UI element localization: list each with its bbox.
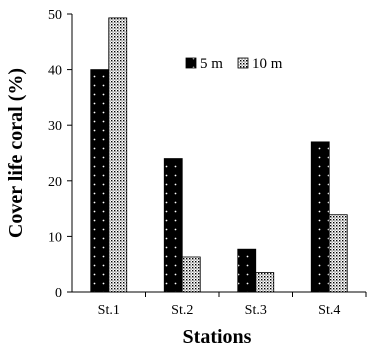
legend-label: 10 m [252, 56, 283, 72]
y-tick-label: 30 [48, 119, 62, 134]
y-axis-title: Cover life coral (%) [5, 68, 27, 238]
x-tick-label: St.3 [245, 303, 267, 318]
bar-10m-St.2 [181, 256, 201, 293]
x-tick-label: St.1 [98, 303, 120, 318]
bar-5m-St.4 [310, 141, 330, 293]
y-tick-label: 40 [48, 64, 62, 79]
bar-10m-St.3 [255, 272, 275, 293]
bar-5m-St.1 [90, 69, 110, 293]
legend-swatch [237, 57, 249, 69]
bar-10m-St.1 [108, 17, 128, 293]
legend: 5 m 10 m [185, 56, 283, 72]
bar-10m-St.4 [328, 214, 348, 293]
bars [90, 17, 348, 293]
bar-5m-St.3 [237, 248, 257, 293]
x-tick-label: St.2 [171, 303, 193, 318]
y-ticks: 0 10 20 30 40 50 [48, 8, 72, 301]
y-tick-label: 10 [48, 230, 62, 245]
x-axis-title: Stations [183, 326, 252, 348]
y-tick-label: 0 [55, 286, 62, 301]
y-tick-label: 50 [48, 8, 62, 23]
x-tick-label: St.4 [318, 303, 340, 318]
x-ticks: St.1 St.2 St.3 St.4 [98, 292, 367, 318]
legend-swatch [185, 57, 197, 69]
bar-5m-St.2 [163, 158, 183, 293]
y-tick-label: 20 [48, 175, 62, 190]
legend-label: 5 m [200, 56, 223, 72]
